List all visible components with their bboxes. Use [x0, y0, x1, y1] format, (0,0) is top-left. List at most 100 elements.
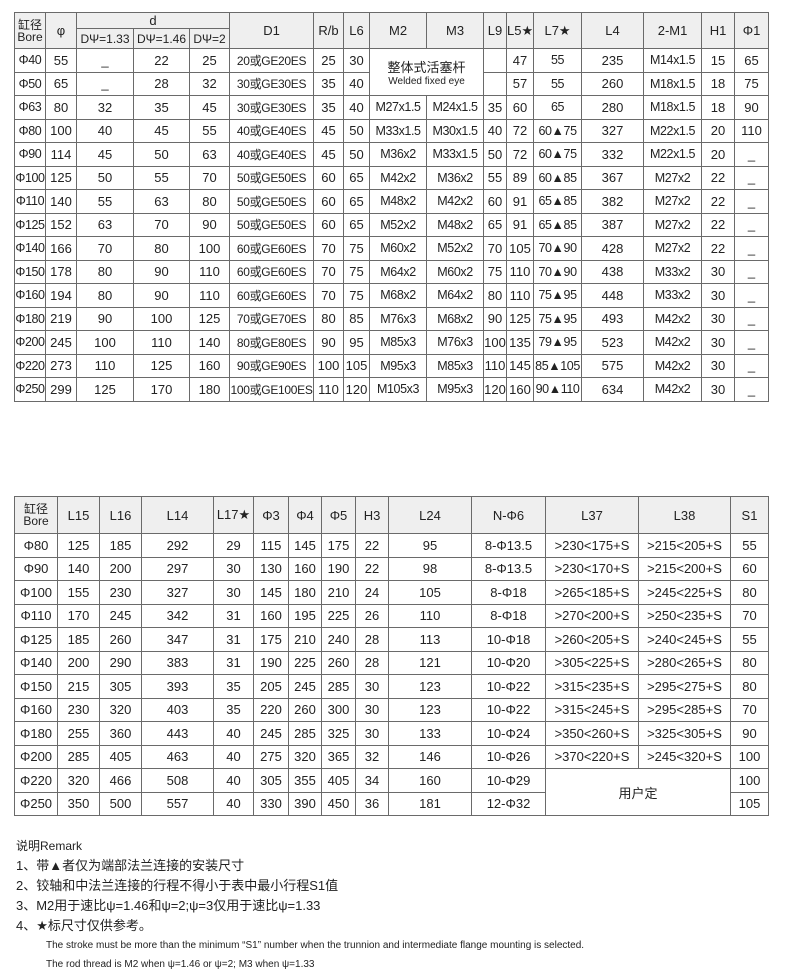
table-cell: 500 [99, 791, 142, 816]
table-cell: 185 [99, 533, 142, 558]
table-cell: 245 [288, 674, 322, 699]
table-cell: 50 [133, 142, 190, 167]
table-cell: 10-Φ18 [471, 627, 546, 652]
table-cell: M52x2 [426, 236, 485, 261]
table-cell: >295<275+S [638, 674, 731, 699]
table-cell: 40 [213, 791, 254, 816]
table-cell: M24x1.5 [426, 95, 485, 120]
table-row: Φ220 273 110 125 160 90或GE90ES 100 105 M95x3 M85x… [14, 353, 770, 378]
table-cell: _ [734, 330, 770, 355]
table-cell: 45 [133, 118, 190, 143]
table-cell: 523 [581, 330, 645, 355]
table-cell: 387 [581, 212, 645, 237]
header-cell: L37 [545, 496, 639, 534]
table-cell: 110 [188, 283, 231, 308]
bore-cell: Φ160 [14, 283, 46, 308]
table-row: Φ180 219 90 100 125 70或GE70ES 80 85 M76x3 M68x2 90… [14, 306, 770, 331]
table-cell: 90 [734, 95, 770, 120]
table-cell: 40 [213, 768, 254, 793]
header-cell: L7★ [533, 12, 583, 49]
table-cell: 220 [253, 697, 289, 722]
table-cell: 90▲110 [533, 377, 583, 402]
table-cell: 110 [734, 118, 770, 143]
table-cell: 160 [506, 377, 535, 402]
table-cell: 60 [506, 95, 535, 120]
table-cell: M64x2 [426, 283, 485, 308]
table-cell: 327 [581, 118, 645, 143]
table-row: Φ160 194 80 90 110 60或GE60ES 70 75 M68x2 M64x2 80 1… [14, 283, 770, 308]
table-cell: 32 [188, 71, 231, 96]
table-cell: 50 [343, 142, 371, 167]
bore-cell: Φ250 [14, 377, 46, 402]
header-d-sub: DΨ=1.46 [133, 28, 190, 49]
table-cell: M42x2 [426, 189, 485, 214]
table-cell: >240<245+S [638, 627, 731, 652]
table-cell: 113 [388, 627, 472, 652]
table-cell: 55 [533, 71, 583, 96]
table-cell: 72 [506, 142, 535, 167]
bore-cell: Φ110 [14, 603, 58, 628]
table-cell: 60▲75 [533, 118, 583, 143]
table-cell: 135 [506, 330, 535, 355]
table-cell: 140 [45, 189, 77, 214]
table-cell: >250<235+S [638, 603, 731, 628]
table-cell: 110 [133, 330, 190, 355]
table-cell: 60 [483, 189, 508, 214]
table-cell: 110 [483, 353, 508, 378]
table-cell: 60或GE60ES [229, 283, 315, 308]
bore-cell: Φ40 [14, 48, 46, 73]
header-row: DΨ=1.33 DΨ=1.46 DΨ=2 [15, 28, 769, 49]
table-cell: 60 [313, 165, 345, 190]
table-cell: >245<320+S [638, 744, 731, 769]
table-cell: 114 [45, 142, 77, 167]
table-cell: 60或GE60ES [229, 236, 315, 261]
table-cell: 634 [581, 377, 645, 402]
table-cell: M105x3 [369, 377, 428, 402]
table-cell: 80 [483, 283, 508, 308]
header-cell: 2-M1 [643, 12, 703, 49]
table-cell: 245 [45, 330, 77, 355]
header-d-sub: DΨ=2 [188, 28, 231, 49]
table-cell: 273 [45, 353, 77, 378]
table-row: Φ110 170 245 342 31 160 195 225 26 110 8-Φ18 >270<2… [14, 603, 769, 628]
table-cell: 25 [188, 48, 231, 73]
table-cell: M22x1.5 [643, 118, 703, 143]
header-cell: L38 [638, 496, 731, 534]
table-cell: 70 [483, 236, 508, 261]
header-cell: Φ3 [253, 496, 289, 534]
table-cell: 450 [321, 791, 356, 816]
table-cell: 91 [506, 212, 535, 237]
header-cell: R/b [313, 12, 345, 49]
table-cell: 70 [313, 259, 345, 284]
table-row: Φ150 178 80 90 110 60或GE60ES 70 75 M64x2 M60x2 75 1… [14, 259, 770, 284]
table-cell: 463 [141, 744, 214, 769]
table-cell: 215 [57, 674, 100, 699]
remark-item: 3、M2用于速比ψ=1.46和ψ=2;ψ=3仅用于速比ψ=1.33 [16, 898, 321, 913]
table-cell: 10-Φ24 [471, 721, 546, 746]
bore-cell: Φ100 [14, 580, 58, 605]
table-cell: M85x3 [369, 330, 428, 355]
table-cell: 22 [133, 48, 190, 73]
bore-cell: Φ180 [14, 721, 58, 746]
table-cell: 245 [99, 603, 142, 628]
table-cell: 89 [506, 165, 535, 190]
header-cell: H1 [701, 12, 736, 49]
table-cell: 65 [533, 95, 583, 120]
table-cell: 10-Φ26 [471, 744, 546, 769]
remarks-title: 说明Remark [16, 839, 83, 853]
table-cell: M18x1.5 [643, 95, 703, 120]
table-row: Φ80 125 185 292 29 115 145 175 22 95 8-Φ13.5 >230<1… [14, 533, 769, 558]
table-cell: 26 [355, 603, 389, 628]
table-cell: 57 [506, 71, 535, 96]
table-cell: 55 [730, 533, 769, 558]
table-cell: 225 [321, 603, 356, 628]
table-cell: M22x1.5 [643, 142, 703, 167]
table-cell: 90 [730, 721, 769, 746]
table-cell: 80 [730, 650, 769, 675]
table-row: Φ140 200 290 383 31 190 225 260 28 121 10-Φ20 >305<… [14, 650, 769, 675]
table-cell: 45 [313, 118, 345, 143]
table-cell: 34 [355, 768, 389, 793]
table-cell: 95 [343, 330, 371, 355]
table-cell: 110 [313, 377, 345, 402]
table-cell: 110 [388, 603, 472, 628]
